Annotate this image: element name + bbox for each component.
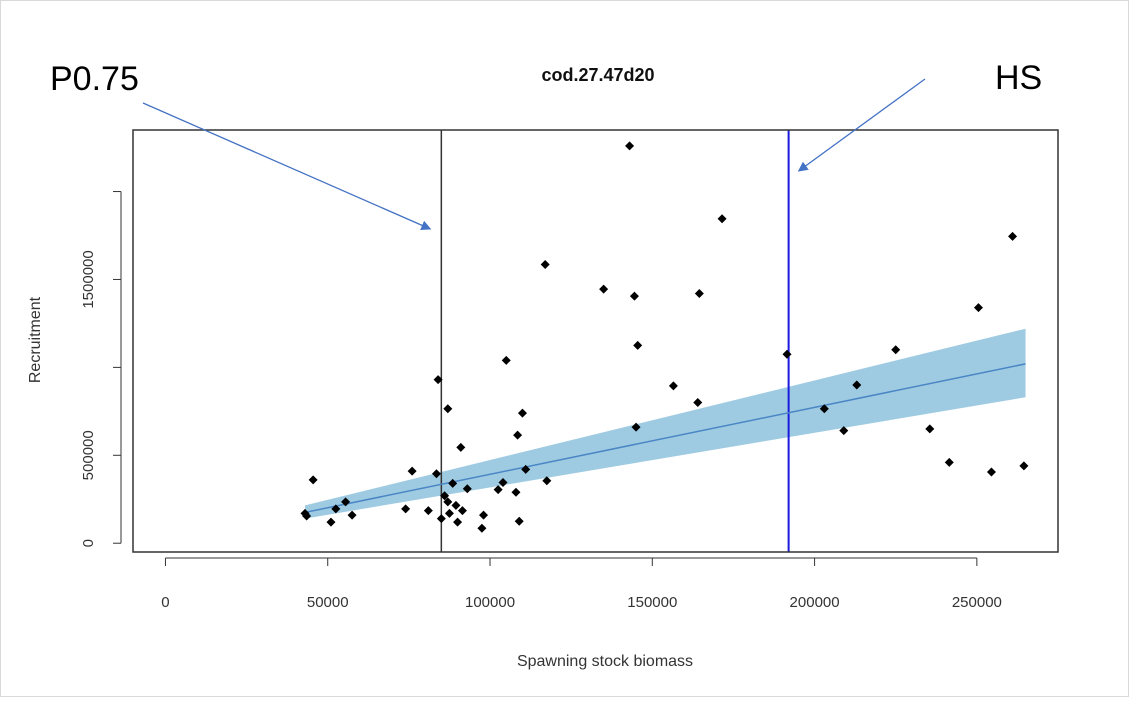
fit-line: [304, 363, 1026, 514]
data-point: [925, 424, 935, 434]
data-point: [331, 504, 341, 514]
data-point: [423, 506, 433, 516]
data-point: [542, 476, 552, 486]
x-tick-label: 200000: [790, 594, 840, 611]
x-tick-label: 50000: [307, 594, 349, 611]
data-point: [694, 289, 704, 299]
annotation-p075-label: P0.75: [50, 60, 139, 98]
data-point: [436, 514, 446, 524]
data-point: [852, 380, 862, 390]
data-point: [693, 398, 703, 408]
data-point: [668, 381, 678, 391]
x-tick-label: 0: [161, 594, 169, 611]
data-point: [443, 404, 453, 414]
data-point: [457, 506, 467, 516]
data-point: [477, 523, 487, 533]
data-point: [479, 510, 489, 520]
data-point: [448, 478, 458, 488]
data-point: [1019, 461, 1029, 471]
x-tick-label: 150000: [627, 594, 677, 611]
data-point: [341, 497, 351, 507]
data-point: [517, 408, 527, 418]
data-point: [513, 430, 523, 440]
data-point: [326, 517, 336, 527]
data-point: [440, 491, 450, 501]
y-tick-label: 1500000: [80, 250, 97, 308]
data-point: [891, 345, 901, 355]
data-point: [521, 464, 531, 474]
data-point: [456, 442, 466, 452]
x-tick-label: 250000: [952, 594, 1002, 611]
data-point: [308, 475, 318, 485]
data-point: [431, 469, 441, 479]
data-point: [1008, 231, 1018, 241]
annotation-hs-arrow: [797, 78, 926, 172]
y-axis-title: Recruitment: [27, 296, 44, 383]
data-point: [407, 466, 417, 476]
chart-title: cod.27.47d20: [541, 65, 654, 85]
data-point: [631, 422, 641, 432]
data-point: [433, 375, 443, 385]
data-point: [986, 467, 996, 477]
data-point: [401, 504, 411, 514]
annotation-hs-label: HS: [995, 59, 1042, 97]
annotation-p075-arrow: [142, 102, 432, 230]
data-point: [462, 484, 472, 494]
data-point: [782, 349, 792, 359]
data-point: [514, 516, 524, 526]
y-tick-label: 0: [80, 539, 97, 547]
data-point: [540, 260, 550, 270]
data-point: [633, 340, 643, 350]
x-axis-title: Spawning stock biomass: [517, 653, 693, 670]
data-point: [444, 508, 454, 518]
data-point: [443, 497, 453, 507]
data-point: [944, 457, 954, 467]
data-point: [453, 517, 463, 527]
confidence-band: [305, 328, 1026, 519]
plot-area-border: [132, 129, 1059, 553]
data-point: [511, 487, 521, 497]
data-point: [717, 214, 727, 224]
data-point: [599, 284, 609, 294]
y-tick-label: 500000: [80, 430, 97, 480]
data-point: [625, 141, 635, 151]
data-point: [501, 355, 511, 365]
x-tick-label: 100000: [465, 594, 515, 611]
data-point: [973, 303, 983, 313]
data-point: [839, 426, 849, 436]
data-point: [498, 478, 508, 488]
data-point: [347, 510, 357, 520]
data-point: [451, 500, 461, 510]
data-point: [819, 404, 829, 414]
data-point: [493, 485, 503, 495]
data-point: [629, 291, 639, 301]
data-point: [302, 511, 312, 521]
